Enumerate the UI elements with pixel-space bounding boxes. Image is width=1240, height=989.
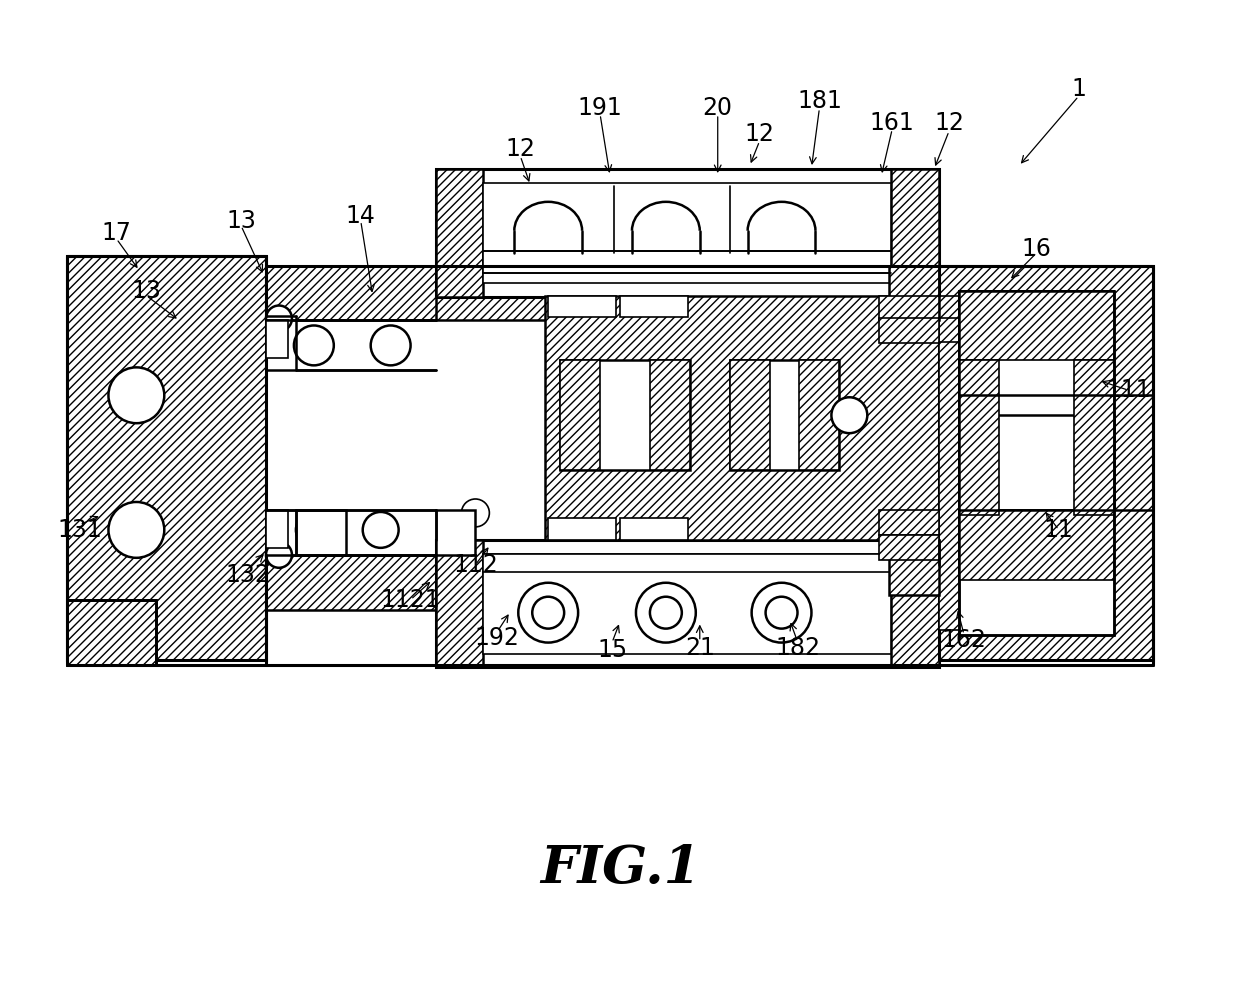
Bar xyxy=(889,540,939,594)
Circle shape xyxy=(363,512,398,548)
Text: FIG.1: FIG.1 xyxy=(539,844,701,894)
Bar xyxy=(879,318,939,343)
Text: 161: 161 xyxy=(869,111,915,135)
Bar xyxy=(267,320,288,358)
Circle shape xyxy=(765,596,797,629)
Bar xyxy=(939,296,959,630)
Bar xyxy=(620,518,688,540)
Bar xyxy=(67,599,156,665)
Text: 14: 14 xyxy=(346,204,376,227)
Text: 112: 112 xyxy=(453,553,497,577)
Text: 12: 12 xyxy=(934,111,963,135)
Bar xyxy=(435,540,484,667)
Bar xyxy=(548,518,616,540)
Text: 182: 182 xyxy=(775,636,820,660)
Bar xyxy=(959,291,1114,360)
Text: 21: 21 xyxy=(684,636,714,660)
Circle shape xyxy=(296,512,332,548)
Text: 17: 17 xyxy=(102,221,131,244)
Circle shape xyxy=(650,596,682,629)
Text: 131: 131 xyxy=(57,518,102,542)
Bar xyxy=(959,360,999,515)
Bar xyxy=(892,169,939,297)
Bar xyxy=(800,360,839,470)
Text: 20: 20 xyxy=(703,96,733,120)
Text: 12: 12 xyxy=(745,122,775,146)
Bar xyxy=(484,183,892,283)
Bar xyxy=(435,169,484,297)
Bar xyxy=(484,554,892,572)
Bar xyxy=(729,360,839,470)
Bar xyxy=(889,266,939,320)
Circle shape xyxy=(461,499,490,527)
Bar xyxy=(484,554,892,654)
Text: 132: 132 xyxy=(226,563,270,586)
Circle shape xyxy=(751,583,811,643)
Bar xyxy=(435,540,939,667)
Bar xyxy=(879,510,939,535)
Bar xyxy=(959,510,1114,580)
Text: 13: 13 xyxy=(131,279,161,303)
Circle shape xyxy=(532,596,564,629)
Bar xyxy=(879,535,939,560)
Bar xyxy=(267,266,939,320)
Bar xyxy=(939,266,1153,660)
Bar xyxy=(546,296,939,540)
Text: 16: 16 xyxy=(1022,236,1052,261)
Bar xyxy=(959,415,1114,510)
Bar xyxy=(892,540,939,667)
Text: 12: 12 xyxy=(506,136,536,161)
Circle shape xyxy=(636,583,696,643)
Text: 11: 11 xyxy=(1044,518,1074,542)
Bar xyxy=(67,256,267,660)
Bar xyxy=(620,296,688,317)
Text: 181: 181 xyxy=(797,89,842,113)
Text: 192: 192 xyxy=(475,626,520,650)
Bar xyxy=(879,296,939,320)
Circle shape xyxy=(108,502,164,558)
Text: 13: 13 xyxy=(226,209,255,232)
Bar xyxy=(484,250,892,273)
Bar xyxy=(620,297,688,318)
Text: 191: 191 xyxy=(578,96,622,120)
Circle shape xyxy=(371,325,410,365)
Circle shape xyxy=(831,398,867,433)
Circle shape xyxy=(108,367,164,423)
Circle shape xyxy=(267,542,291,568)
Bar xyxy=(435,169,939,297)
Bar xyxy=(1074,360,1114,515)
Text: 111: 111 xyxy=(1106,379,1151,403)
Text: 1121: 1121 xyxy=(381,587,440,612)
Text: 1: 1 xyxy=(1071,77,1086,101)
Bar xyxy=(560,360,689,470)
Circle shape xyxy=(294,325,334,365)
Bar xyxy=(435,510,475,555)
Circle shape xyxy=(518,583,578,643)
Bar xyxy=(959,291,1114,635)
Bar xyxy=(296,510,346,555)
Bar xyxy=(548,296,616,317)
Text: 15: 15 xyxy=(596,638,627,662)
Circle shape xyxy=(267,306,291,331)
Bar xyxy=(729,360,770,470)
Bar xyxy=(267,555,939,609)
Bar xyxy=(650,360,689,470)
Bar xyxy=(560,360,600,470)
Bar xyxy=(267,510,288,548)
Text: 162: 162 xyxy=(941,628,987,652)
Bar xyxy=(67,599,156,665)
Bar xyxy=(548,297,616,318)
